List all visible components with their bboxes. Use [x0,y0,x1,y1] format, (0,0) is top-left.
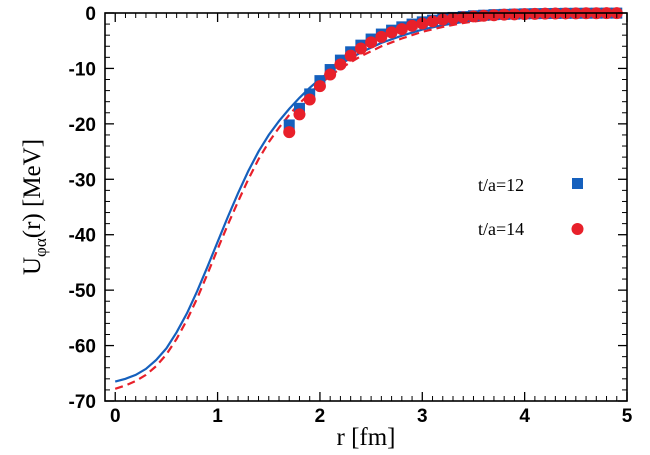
data-point-t14 [365,36,378,49]
data-point-t14 [313,80,326,93]
data-point-t14 [324,68,337,81]
y-axis-title-subscript: φα [31,238,50,257]
y-tick-label: -40 [69,226,96,247]
y-tick-label: -70 [69,392,96,413]
data-point-t14 [283,126,296,139]
data-point-t14 [293,108,306,121]
data-points [283,7,623,139]
y-axis-title-main: U [19,257,46,275]
model-curves [114,12,622,390]
data-point-t14 [406,19,419,32]
legend-marker-square [572,178,583,189]
axis-ticks [105,12,628,402]
x-tick-label: 2 [315,406,326,427]
data-point-t14 [395,23,408,36]
x-tick-label: 1 [212,406,223,427]
x-tick-label: 3 [417,406,428,427]
data-point-t14 [354,42,367,55]
x-tick-label: 5 [622,406,633,427]
y-tick-label: -20 [69,115,96,136]
x-tick-label: 0 [110,406,121,427]
legend-marker-circle [571,223,584,235]
data-point-t14 [303,93,316,106]
data-point-t12 [293,102,305,114]
y-tick-label: -10 [69,59,96,80]
y-axis-title: Uφα(r) [MeV] [19,139,50,275]
data-point-t14 [385,26,398,39]
data-point-t14 [416,17,429,30]
data-point-t14 [436,13,449,26]
data-point-t12 [283,119,295,131]
legend-label-t12: t/a=12 [478,175,524,195]
y-tick-label: 0 [85,4,96,25]
x-tick-label: 4 [519,406,530,427]
dashed-fit-curve [114,12,622,390]
data-point-t14 [344,49,357,62]
y-tick-label: -50 [69,281,96,302]
data-point-t14 [447,12,459,25]
data-point-t14 [334,58,347,71]
data-point-t14 [426,15,439,28]
y-tick-label: -30 [69,170,96,191]
legend-label-t14: t/a=14 [478,219,524,239]
x-axis-title: r [fm] [337,424,396,451]
legend: t/a=12 t/a=14 [478,175,584,239]
data-point-t14 [375,30,388,43]
y-tick-label: -60 [69,337,96,358]
tick-labels: 0 1 2 3 4 5 0 -10 -20 -30 -40 -50 -60 -70 [69,4,633,427]
y-axis-title-rest: (r) [MeV] [19,139,46,238]
solid-fit-curve [114,12,622,383]
plot-frame [104,12,628,402]
